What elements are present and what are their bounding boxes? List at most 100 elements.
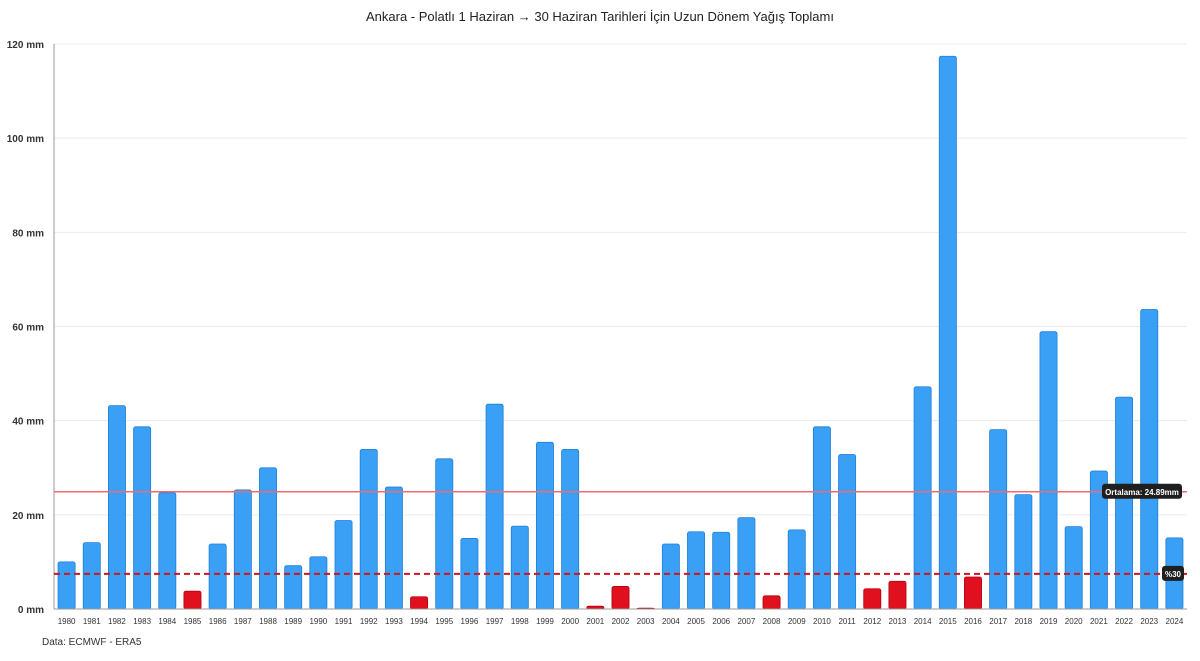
- bar-2016: [964, 576, 982, 610]
- x-tick-label: 2002: [612, 617, 630, 626]
- x-tick-label: 2005: [687, 617, 705, 626]
- y-tick-label: 120 mm: [7, 40, 44, 51]
- x-tick-label: 2024: [1166, 617, 1184, 626]
- bar-2000: [561, 448, 580, 610]
- x-tick-label: 2000: [561, 617, 579, 626]
- bar-1987: [233, 489, 252, 610]
- y-tick-label: 0 mm: [18, 605, 44, 616]
- bar-2018: [1014, 494, 1033, 610]
- bar-2011: [838, 454, 857, 610]
- data-source: Data: ECMWF - ERA5: [42, 637, 142, 648]
- reference-lines: Ortalama: 24.89mm %30: [54, 483, 1187, 581]
- x-tick-label: 2001: [586, 617, 604, 626]
- x-tick-label: 2004: [662, 617, 680, 626]
- bars: [57, 55, 1184, 610]
- x-tick-label: 2018: [1014, 617, 1032, 626]
- bar-2005: [687, 531, 705, 610]
- x-tick-label: 1987: [234, 617, 252, 626]
- bar-2019: [1039, 331, 1058, 610]
- bar-1982: [107, 405, 126, 610]
- bar-1984: [158, 492, 177, 610]
- bar-2020: [1064, 526, 1083, 610]
- gridlines: [54, 43, 1187, 516]
- bar-1981: [82, 542, 101, 610]
- x-tick-label: 1980: [58, 617, 76, 626]
- threshold-label-box: [1162, 565, 1184, 581]
- y-tick-label: 100 mm: [7, 134, 44, 145]
- y-tick-label: 80 mm: [12, 228, 44, 239]
- x-tick-label: 2007: [737, 617, 755, 626]
- bar-2006: [712, 531, 731, 610]
- x-tick-label: 2013: [889, 617, 907, 626]
- x-axis: 1980 1981 1982 1983 1984 1985 1986 1987 1988 1989…: [54, 608, 1187, 626]
- x-tick-label: 2020: [1065, 617, 1083, 626]
- bar-1980: [57, 561, 76, 610]
- x-tick-label: 1993: [385, 617, 403, 626]
- x-tick-label: 2022: [1115, 617, 1133, 626]
- bar-2017: [989, 429, 1008, 610]
- x-tick-label: 2023: [1140, 617, 1158, 626]
- bar-2009: [787, 529, 806, 610]
- bar-1995: [435, 458, 454, 610]
- bar-1990: [309, 556, 328, 610]
- x-tick-label: 1998: [511, 617, 529, 626]
- x-tick-label: 2016: [964, 617, 982, 626]
- bar-1994: [410, 596, 429, 610]
- bar-2002: [611, 586, 630, 610]
- mean-label-box: [1102, 483, 1182, 499]
- bar-1993: [384, 486, 403, 610]
- bar-1997: [485, 403, 504, 610]
- bar-1989: [284, 565, 303, 610]
- x-tick-label: 1997: [486, 617, 504, 626]
- chart-title: Ankara - Polatlı 1 Haziran → 30 Haziran …: [366, 9, 834, 24]
- x-tick-label: 2010: [813, 617, 831, 626]
- x-tick-label: 2021: [1090, 617, 1108, 626]
- x-tick-label: 1999: [536, 617, 554, 626]
- x-tick-label: 1981: [83, 617, 101, 626]
- bar-1991: [334, 520, 353, 610]
- bar-2007: [737, 517, 756, 610]
- bar-2012: [863, 588, 882, 610]
- bar-1992: [359, 448, 378, 610]
- bar-2004: [661, 543, 680, 610]
- bar-2022: [1115, 396, 1134, 610]
- y-tick-label: 60 mm: [12, 323, 44, 334]
- x-tick-label: 1990: [309, 617, 327, 626]
- x-tick-label: 2009: [788, 617, 806, 626]
- bar-1983: [133, 426, 152, 610]
- x-tick-label: 2012: [863, 617, 881, 626]
- x-tick-label: 1989: [284, 617, 302, 626]
- x-tick-label: 2011: [838, 617, 856, 626]
- x-tick-label: 1996: [461, 617, 479, 626]
- x-tick-label: 2014: [914, 617, 932, 626]
- bar-2013: [888, 580, 907, 610]
- bar-1998: [510, 525, 529, 610]
- bar-2008: [762, 595, 781, 610]
- x-tick-label: 1991: [335, 617, 353, 626]
- bar-1988: [259, 467, 277, 610]
- x-tick-label: 2006: [712, 617, 730, 626]
- bar-1999: [536, 441, 554, 610]
- bar-2010: [812, 426, 831, 610]
- x-tick-label: 1984: [158, 617, 176, 626]
- x-tick-label: 1994: [410, 617, 428, 626]
- x-tick-label: 1992: [360, 617, 378, 626]
- y-tick-label: 40 mm: [12, 417, 44, 428]
- x-tick-label: 2015: [939, 617, 957, 626]
- x-tick-label: 1982: [108, 617, 126, 626]
- mean-label: Ortalama: 24.89mm: [1105, 488, 1179, 497]
- bar-1985: [183, 590, 202, 610]
- x-tick-label: 2008: [763, 617, 781, 626]
- x-tick-label: 2003: [637, 617, 655, 626]
- bar-2023: [1140, 309, 1159, 610]
- bar-2014: [913, 386, 932, 610]
- x-tick-label: 2017: [989, 617, 1007, 626]
- bar-2015: [938, 55, 957, 610]
- x-tick-label: 1986: [209, 617, 227, 626]
- x-tick-label: 1988: [259, 617, 277, 626]
- x-tick-label: 1995: [435, 617, 453, 626]
- x-tick-label: 2019: [1040, 617, 1058, 626]
- x-tick-label: 1983: [133, 617, 151, 626]
